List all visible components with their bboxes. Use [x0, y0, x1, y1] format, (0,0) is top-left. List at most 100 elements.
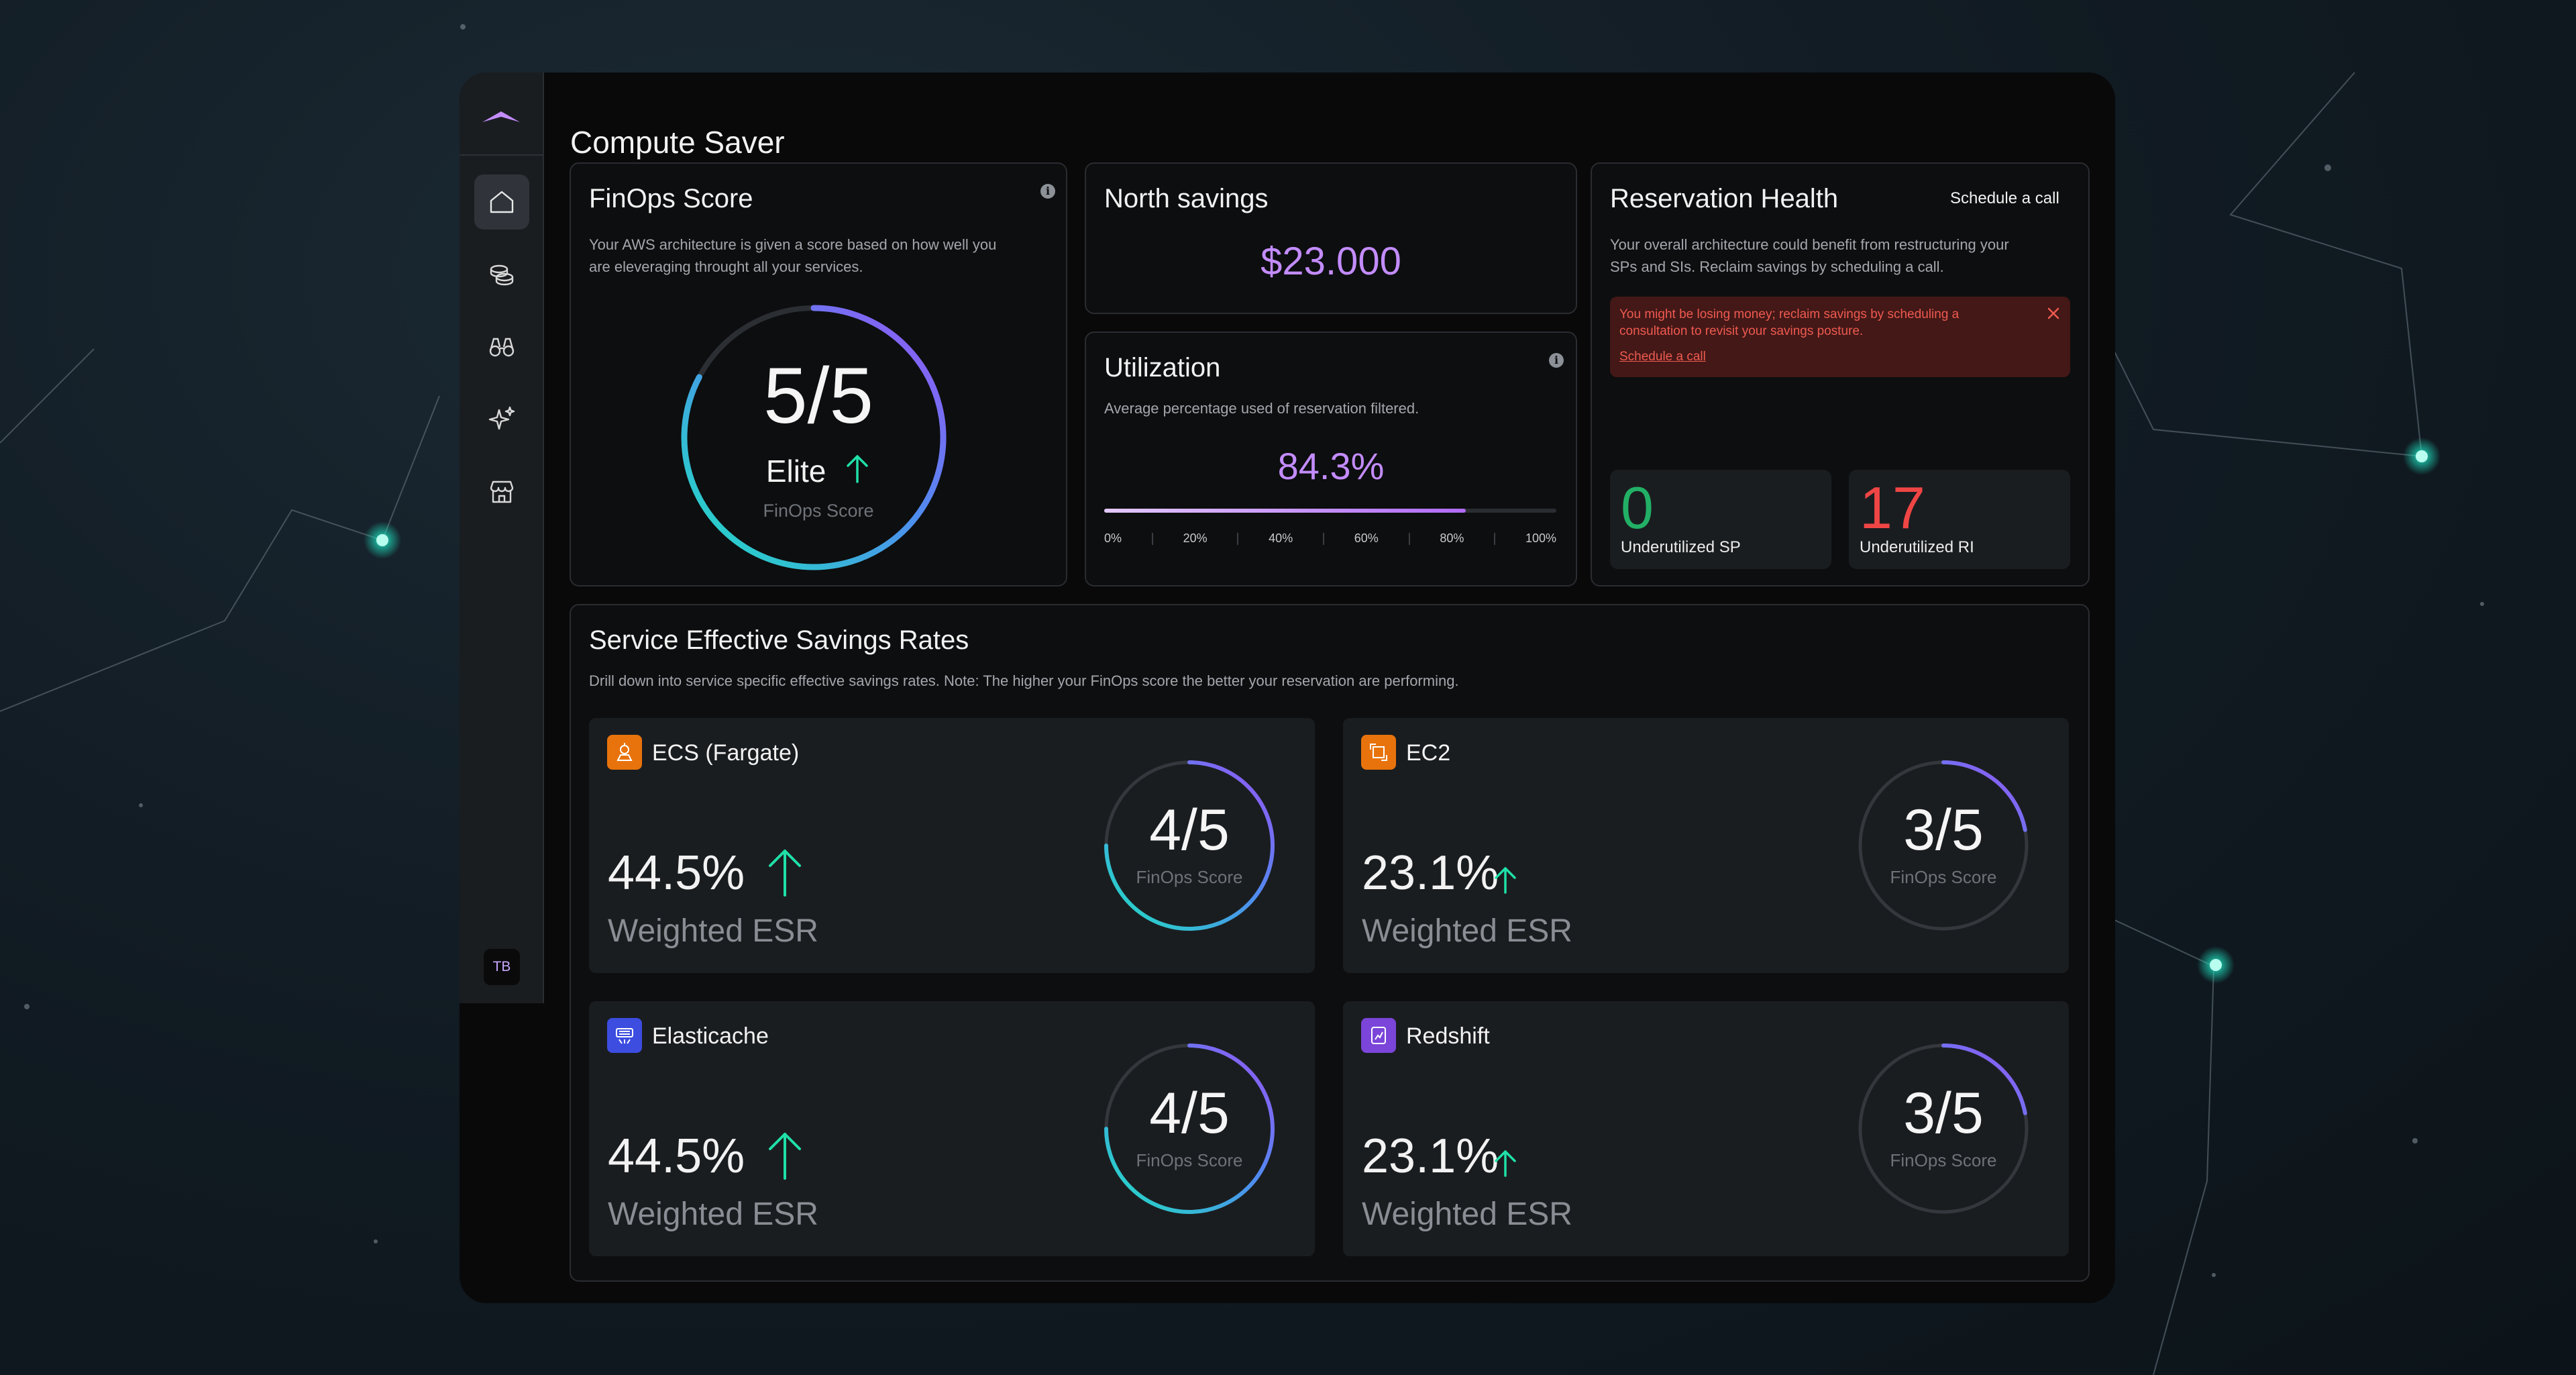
underutilized-sp-tile[interactable]: 0 Underutilized SP: [1610, 470, 1831, 569]
service-card-ecs[interactable]: ECS (Fargate) 44.5% Weighted ESR 4/5 Fin…: [589, 718, 1315, 973]
service-score-gauge: [1858, 1043, 2029, 1214]
finops-score-gauge: [681, 305, 947, 570]
ecs-icon: [607, 735, 642, 770]
underutilized-ri-label: Underutilized RI: [1860, 538, 1974, 556]
service-card-elasticache[interactable]: Elasticache 44.5% Weighted ESR 4/5 FinOp…: [589, 1001, 1315, 1256]
underutilized-ri-count: 17: [1860, 474, 1925, 541]
finops-score-card: FinOps Score i Your AWS architecture is …: [570, 162, 1067, 587]
utilization-axis: 0% 20% 40% 60% 80% 100%: [1104, 531, 1556, 546]
tick-separator: [1237, 532, 1239, 545]
utilization-tick: 0%: [1104, 531, 1122, 545]
elasticache-icon: [607, 1018, 642, 1053]
sidebar-item-costs[interactable]: [474, 247, 529, 302]
arrow-up-icon: [847, 455, 868, 483]
finops-grade-row: Elite: [571, 452, 1066, 489]
utilization-value: 84.3%: [1277, 445, 1385, 487]
sidebar-item-home[interactable]: [474, 174, 529, 230]
finops-score-caption: FinOps Score: [763, 501, 874, 521]
utilization-tick: 80%: [1440, 531, 1464, 545]
underutilized-ri-tile[interactable]: 17 Underutilized RI: [1849, 470, 2070, 569]
service-name: Elasticache: [652, 1023, 769, 1049]
esr-card: Service Effective Savings Rates Drill do…: [570, 604, 2090, 1282]
sidebar-divider: [460, 154, 543, 156]
sidebar-item-ai[interactable]: [474, 392, 529, 447]
reservation-desc-2: SPs and SIs. Reclaim savings by scheduli…: [1610, 258, 1944, 275]
utilization-tick: 40%: [1269, 531, 1293, 545]
tick-separator: [1494, 532, 1496, 545]
alert-schedule-link[interactable]: Schedule a call: [1619, 350, 1706, 364]
utilization-tick: 60%: [1354, 531, 1379, 545]
utilization-progress-track: [1104, 509, 1556, 513]
utilization-title: Utilization: [1104, 353, 1221, 383]
service-score-value: 3/5: [1903, 1081, 1984, 1145]
user-avatar[interactable]: TB: [484, 949, 520, 985]
underutilized-sp-label: Underutilized SP: [1621, 538, 1741, 556]
store-icon: [490, 480, 514, 503]
close-icon[interactable]: [2046, 306, 2061, 321]
arrow-up-icon: [1495, 867, 1516, 894]
service-name: ECS (Fargate): [652, 740, 800, 766]
arrow-up-icon: [769, 1133, 801, 1180]
savings-alert: You might be losing money; reclaim savin…: [1610, 297, 2070, 377]
arrow-up-icon: [769, 850, 801, 897]
logo-icon: [482, 111, 520, 122]
service-esr-label: Weighted ESR: [608, 1196, 818, 1232]
service-esr-label: Weighted ESR: [1362, 913, 1572, 949]
redshift-icon: [1361, 1018, 1396, 1053]
service-score-gauge: [1104, 760, 1275, 931]
utilization-card: Utilization i Average percentage used of…: [1085, 332, 1577, 587]
service-score-value: 4/5: [1149, 1081, 1230, 1145]
reservation-desc-1: Your overall architecture could benefit …: [1610, 236, 2009, 253]
binoculars-icon: [489, 338, 515, 357]
schedule-call-button[interactable]: Schedule a call: [1950, 189, 2059, 207]
service-score-value: 4/5: [1149, 798, 1230, 862]
sidebar: TB: [460, 72, 544, 1003]
utilization-desc: Average percentage used of reservation f…: [1104, 400, 1419, 417]
underutilized-sp-count: 0: [1621, 474, 1654, 541]
alert-message-2: consultation to revisit your savings pos…: [1619, 324, 1864, 338]
sidebar-item-marketplace[interactable]: [474, 464, 529, 519]
tick-separator: [1151, 532, 1153, 545]
home-icon: [490, 191, 514, 213]
utilization-tick: 100%: [1525, 531, 1556, 545]
finops-score-title: FinOps Score: [589, 184, 753, 213]
arrow-up-icon: [1495, 1150, 1516, 1177]
service-score-caption: FinOps Score: [1136, 867, 1243, 887]
finops-score-desc-2: are eleveraging throught all your servic…: [589, 258, 863, 275]
north-savings-value: $23.000: [1260, 240, 1401, 283]
service-score-gauge: [1104, 1043, 1275, 1214]
service-card-redshift[interactable]: Redshift 23.1% Weighted ESR 3/5 FinOps S…: [1343, 1001, 2069, 1256]
tick-separator: [1408, 532, 1410, 545]
reservation-health-title: Reservation Health: [1610, 184, 1839, 213]
page-title: Compute Saver: [570, 124, 785, 160]
alert-message-1: You might be losing money; reclaim savin…: [1619, 307, 1960, 321]
service-esr-value: 44.5%: [608, 846, 745, 900]
service-score-value: 3/5: [1903, 798, 1984, 862]
north-savings-card: North savings $23.000: [1085, 162, 1577, 314]
utilization-tick: 20%: [1183, 531, 1208, 545]
esr-desc: Drill down into service specific effecti…: [589, 672, 1459, 689]
service-name: Redshift: [1406, 1023, 1490, 1049]
coins-icon: [490, 264, 514, 286]
service-score-caption: FinOps Score: [1890, 867, 1997, 887]
info-icon[interactable]: i: [1040, 184, 1055, 199]
sparkles-icon: [488, 406, 515, 430]
info-icon[interactable]: i: [1549, 353, 1564, 368]
sidebar-item-explore[interactable]: [474, 319, 529, 374]
service-esr-label: Weighted ESR: [1362, 1196, 1572, 1232]
finops-grade: Elite: [765, 454, 826, 489]
tick-separator: [1322, 532, 1324, 545]
finops-score-desc-1: Your AWS architecture is given a score b…: [589, 236, 997, 253]
service-score-caption: FinOps Score: [1890, 1150, 1997, 1170]
service-card-ec2[interactable]: EC2 23.1% Weighted ESR 3/5 FinOps Score: [1343, 718, 2069, 973]
service-esr-label: Weighted ESR: [608, 913, 818, 949]
service-score-gauge: [1858, 760, 2029, 931]
finops-score-value: 5/5: [763, 352, 874, 440]
north-savings-title: North savings: [1104, 184, 1269, 213]
ec2-icon: [1361, 735, 1396, 770]
esr-title: Service Effective Savings Rates: [589, 625, 969, 655]
service-esr-value: 23.1%: [1362, 846, 1499, 900]
service-score-caption: FinOps Score: [1136, 1150, 1243, 1170]
reservation-health-card: Reservation Health Schedule a call Your …: [1591, 162, 2090, 587]
